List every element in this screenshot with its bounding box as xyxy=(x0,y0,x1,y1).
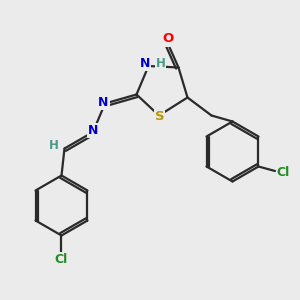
Text: O: O xyxy=(162,32,174,46)
Text: S: S xyxy=(155,110,164,124)
Text: H: H xyxy=(49,139,59,152)
Text: Cl: Cl xyxy=(277,166,290,179)
Text: H: H xyxy=(156,57,165,70)
Text: Cl: Cl xyxy=(55,253,68,266)
Text: N: N xyxy=(98,95,109,109)
Text: N: N xyxy=(88,124,98,137)
Text: N: N xyxy=(140,57,150,70)
